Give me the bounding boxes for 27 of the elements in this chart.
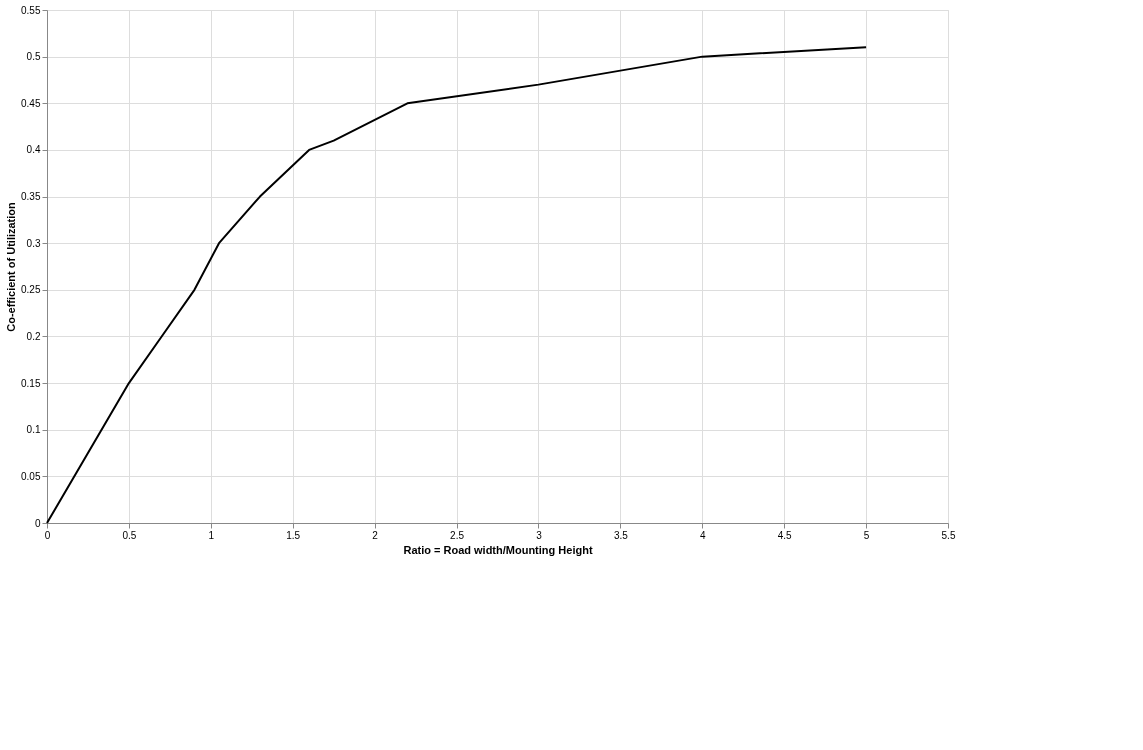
x-tick-label: 4 — [699, 529, 706, 541]
y-tick-label: 0.15 — [21, 377, 41, 389]
x-tick-label: 3.5 — [613, 529, 629, 541]
x-tick-label: 1 — [208, 529, 215, 541]
y-tick-label: 0.1 — [26, 424, 41, 436]
x-tick-label: 4.5 — [777, 529, 793, 541]
y-tick-label: 0.25 — [21, 284, 41, 296]
y-tick-label: 0.45 — [21, 97, 41, 109]
x-tick-label: 1.5 — [286, 529, 301, 541]
y-tick-label: 0.2 — [26, 330, 41, 342]
y-tick-label: 0.55 — [21, 4, 41, 16]
x-tick-label: 5.5 — [941, 529, 956, 541]
y-tick-label: 0 — [34, 517, 41, 529]
x-tick-label: 2 — [372, 529, 379, 541]
x-tick-label: 3 — [536, 529, 543, 541]
y-tick-label: 0.3 — [26, 237, 41, 249]
y-tick-label: 0.5 — [26, 51, 41, 63]
x-tick-label: 2.5 — [450, 529, 465, 541]
x-axis-title: Ratio = Road width/Mounting Height — [403, 543, 593, 556]
x-tick-label: 0.5 — [122, 529, 137, 541]
line-series — [46, 46, 868, 524]
x-tick-label: 5 — [863, 529, 870, 541]
y-tick-label: 0.35 — [21, 191, 41, 203]
y-tick-label: 0.4 — [26, 144, 41, 156]
y-axis-title: Co-efficient of Utilization — [5, 201, 18, 332]
y-tick-label: 0.05 — [21, 470, 41, 482]
x-tick-label: 0 — [44, 529, 51, 541]
